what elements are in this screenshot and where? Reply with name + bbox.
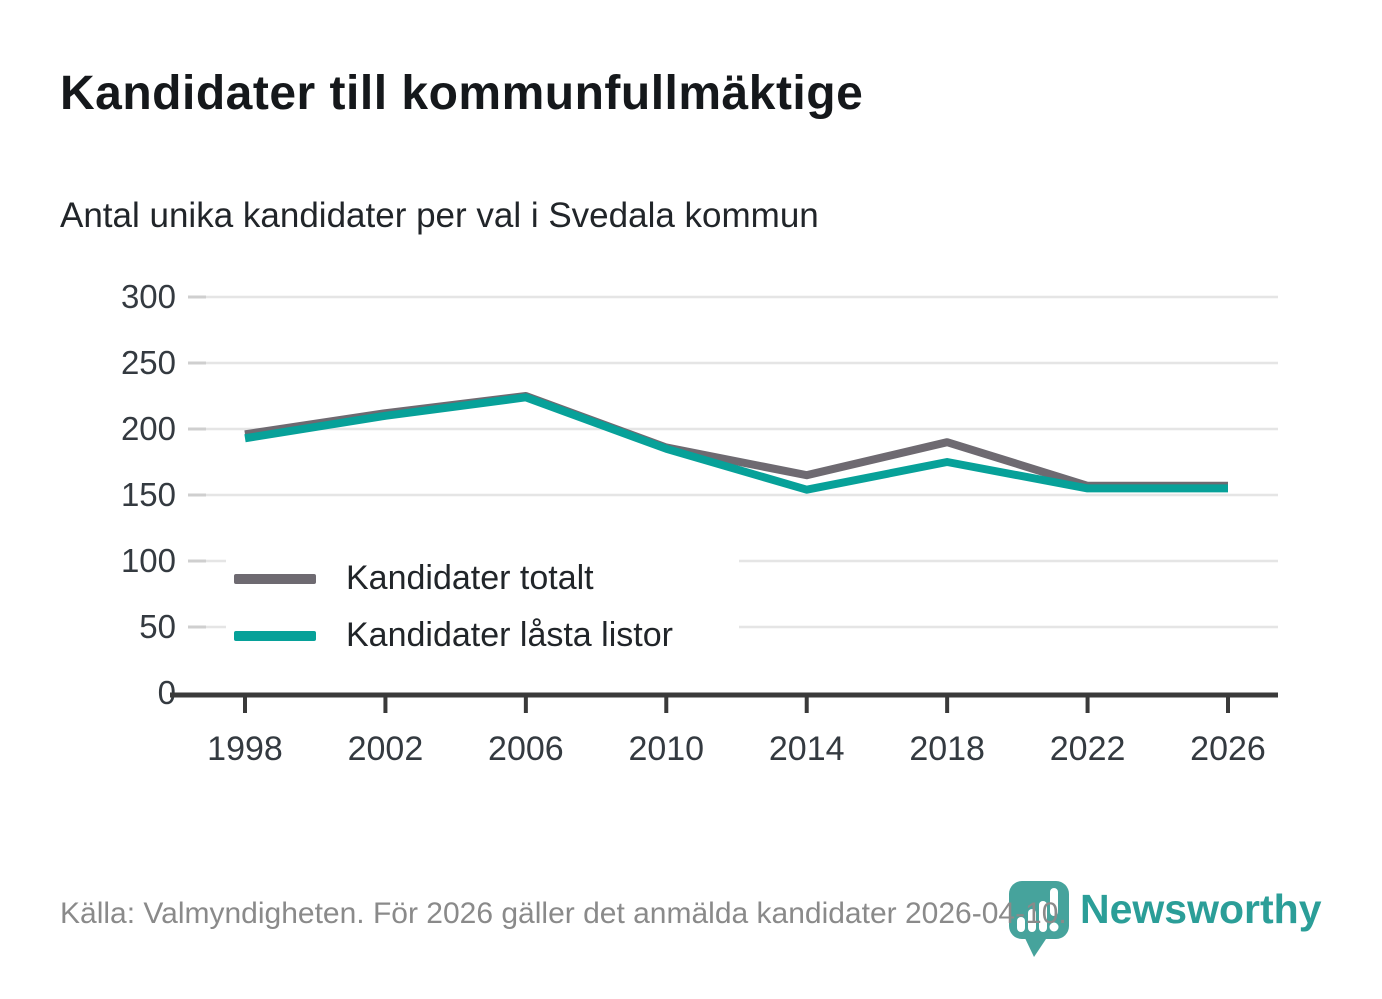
y-axis-tick-label: 100 <box>121 542 176 579</box>
chart-subtitle: Antal unika kandidater per val i Svedala… <box>60 196 819 235</box>
y-axis-tick-label: 0 <box>158 674 176 711</box>
x-axis-tick-label: 1998 <box>207 730 283 768</box>
legend-swatch-lasta-listor <box>234 630 316 641</box>
newsworthy-logo-text: Newsworthy <box>1080 886 1322 932</box>
legend-item-kandidater-totalt: Kandidater totalt <box>234 559 739 598</box>
footer-source-text: Källa: Valmyndigheten. För 2026 gäller d… <box>60 897 1067 930</box>
legend-item-kandidater-lasta-listor: Kandidater låsta listor <box>234 616 739 655</box>
newsworthy-logo-icon <box>1009 881 1069 957</box>
y-axis-tick-label: 300 <box>121 278 176 315</box>
x-axis-tick-label: 2006 <box>488 730 564 768</box>
x-axis-tick-label: 2018 <box>909 730 985 768</box>
x-axis-tick-label: 2022 <box>1050 730 1126 768</box>
y-axis-tick-label: 150 <box>121 476 176 513</box>
x-axis-tick-label: 2010 <box>628 730 704 768</box>
y-axis-tick-label: 200 <box>121 410 176 447</box>
x-axis-tick-label: 2014 <box>769 730 845 768</box>
y-axis-tick-label: 50 <box>139 608 176 645</box>
chart-title: Kandidater till kommunfullmäktige <box>60 67 864 120</box>
chart-legend: Kandidater totalt Kandidater låsta listo… <box>226 546 739 668</box>
legend-swatch-totalt <box>234 573 316 584</box>
y-axis-tick-label: 250 <box>121 344 176 381</box>
x-axis-tick-label: 2026 <box>1190 730 1266 768</box>
legend-label-totalt: Kandidater totalt <box>346 559 594 597</box>
series-line-kandidater-lasta-listor <box>244 393 1228 494</box>
x-axis-tick-label: 2002 <box>348 730 424 768</box>
newsworthy-logo: Newsworthy <box>1008 880 1322 958</box>
legend-label-lasta-listor: Kandidater låsta listor <box>346 616 673 654</box>
